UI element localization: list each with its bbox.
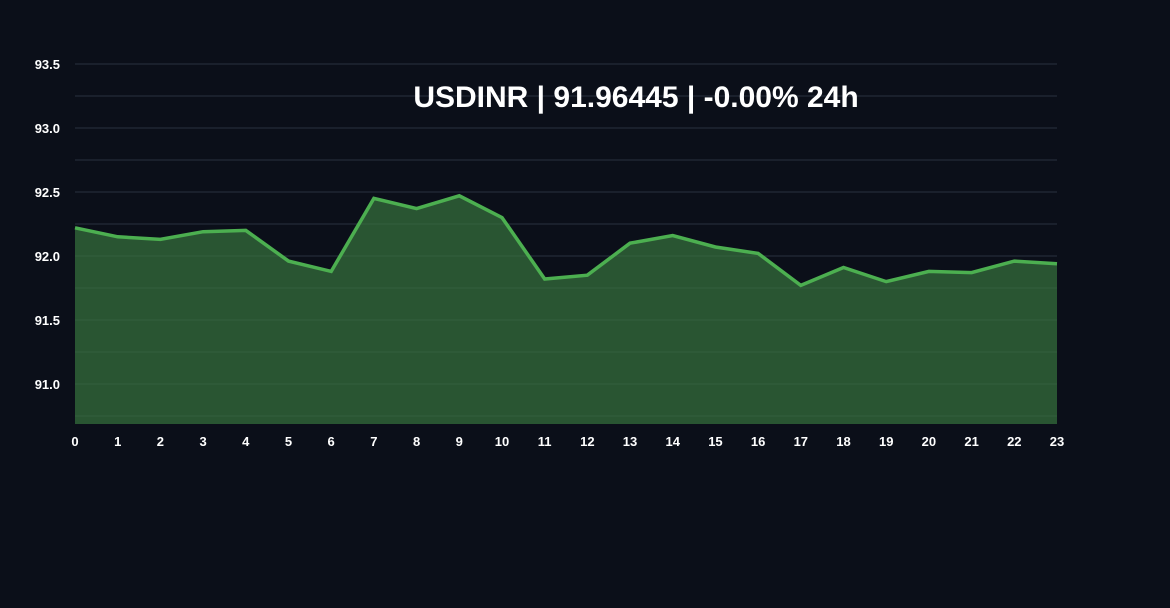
x-tick-label: 15 [708,434,722,449]
y-tick-label: 92.0 [35,249,60,264]
x-axis: 0 1 2 3 4 5 6 7 8 9 10 11 12 13 14 15 16 17 18 19 20 21 22 23 [71,434,1064,449]
x-tick-label: 6 [328,434,335,449]
x-tick-label: 0 [71,434,78,449]
x-tick-label: 10 [495,434,509,449]
x-tick-label: 12 [580,434,594,449]
x-tick-label: 17 [794,434,808,449]
x-tick-label: 13 [623,434,637,449]
x-tick-label: 22 [1007,434,1021,449]
y-axis: 91.0 91.5 92.0 92.5 93.0 93.5 [35,57,60,392]
chart-title: USDINR | 91.96445 | -0.00% 24h [413,81,858,114]
x-tick-label: 9 [456,434,463,449]
x-tick-label: 7 [370,434,377,449]
x-tick-label: 14 [666,434,681,449]
x-tick-label: 3 [199,434,206,449]
y-tick-label: 92.5 [35,185,60,200]
x-tick-label: 21 [964,434,978,449]
price-area-fill [75,195,1057,424]
x-tick-label: 18 [836,434,850,449]
x-tick-label: 4 [242,434,250,449]
y-tick-label: 91.5 [35,313,60,328]
x-tick-label: 11 [538,434,552,449]
x-tick-label: 19 [879,434,893,449]
x-tick-label: 5 [285,434,292,449]
x-tick-label: 8 [413,434,420,449]
x-tick-label: 23 [1050,434,1064,449]
x-tick-label: 1 [114,434,121,449]
y-tick-label: 93.5 [35,57,60,72]
x-tick-label: 20 [922,434,936,449]
x-tick-label: 16 [751,434,765,449]
y-tick-label: 91.0 [35,377,60,392]
y-tick-label: 93.0 [35,121,60,136]
x-tick-label: 2 [157,434,164,449]
price-line [74,193,1058,288]
